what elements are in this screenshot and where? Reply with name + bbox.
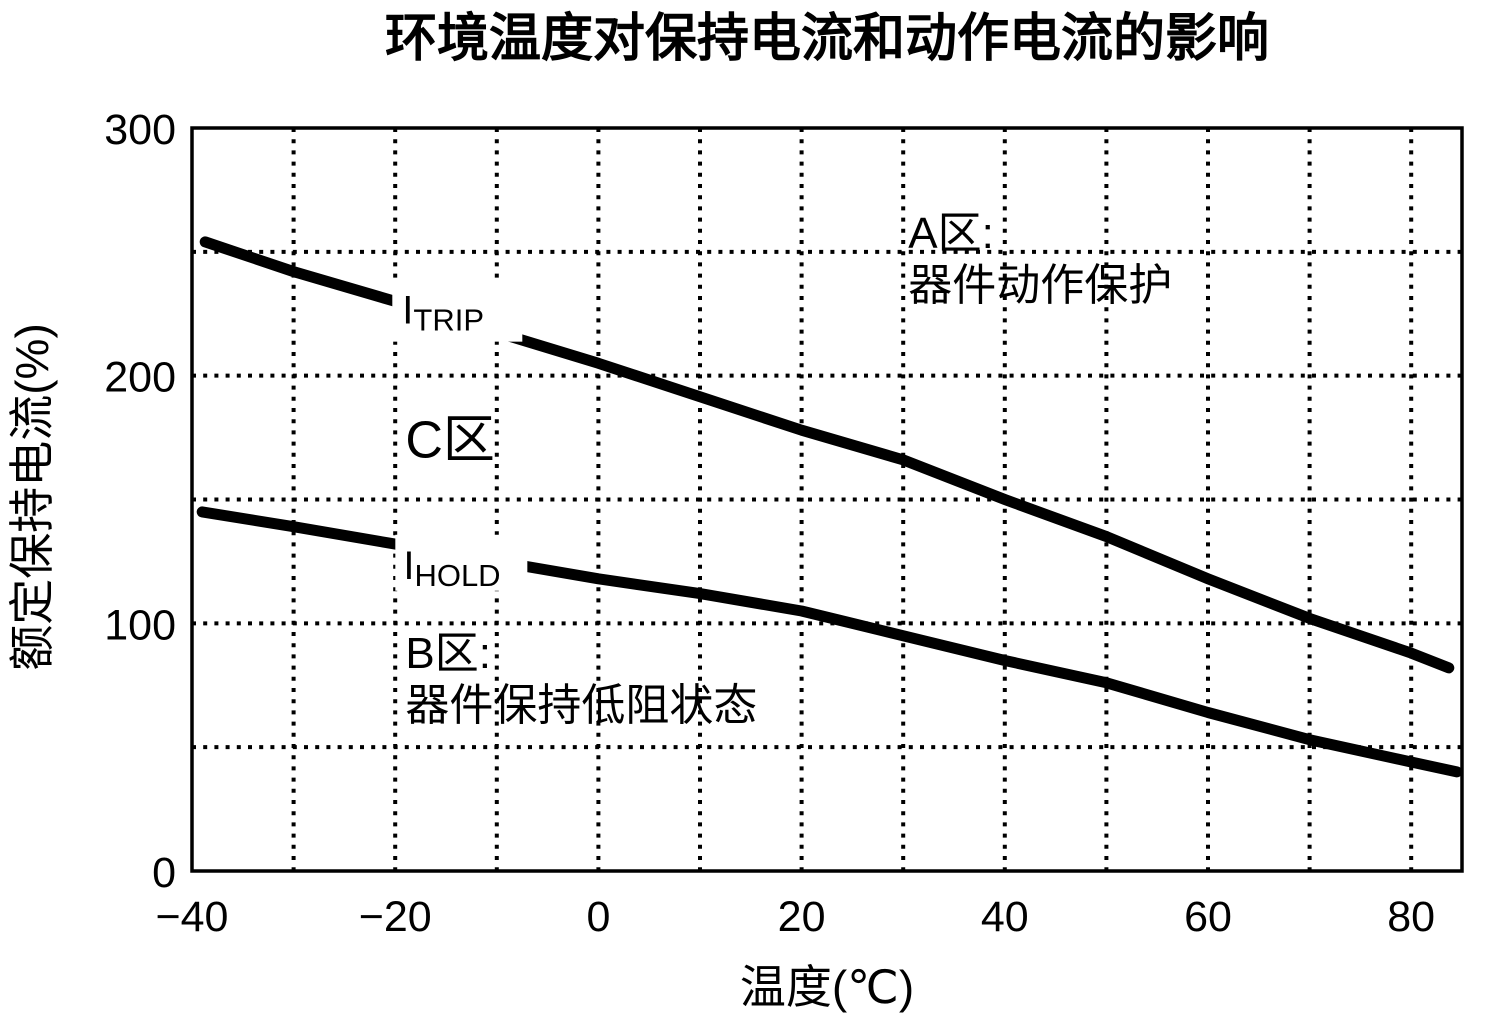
y-tick-label: 0 [152, 849, 176, 897]
curve-i_trip [199, 236, 1455, 674]
y-tick-label: 100 [104, 601, 176, 649]
x-tick-label: −40 [156, 893, 229, 941]
annotation-region-a-line: A区: [908, 209, 994, 258]
series-label-i_hold: IHOLD [395, 534, 528, 593]
annotation-region-a: A区:器件动作保护 [908, 209, 1172, 310]
x-tick-label: 60 [1184, 893, 1232, 941]
y-axis-label: 额定保持电流(%) [6, 323, 58, 671]
x-tick-label: 40 [981, 893, 1029, 941]
annotation-region-b-line: 器件保持低阻状态 [405, 681, 757, 730]
annotation-region-c: C区 [405, 411, 495, 469]
gridlines [192, 128, 1462, 871]
series-label-text: IHOLD [403, 544, 500, 593]
x-tick-label: 0 [586, 893, 610, 941]
x-tick-label: −20 [359, 893, 432, 941]
series-label-text: ITRIP [402, 289, 484, 338]
plot-frame [190, 126, 1464, 873]
chart-title: 环境温度对保持电流和动作电流的影响 [385, 10, 1269, 68]
series-label-mask [395, 534, 528, 591]
x-tick-label: 80 [1387, 893, 1435, 941]
y-tick-label: 200 [104, 354, 176, 402]
annotation-region-c-line: C区 [405, 411, 495, 469]
annotation-region-b: B区:器件保持低阻状态 [405, 629, 757, 730]
x-axis-label: 温度(℃) [740, 961, 914, 1013]
chart-generated-layer: ITRIP IHOLD A区:器件动作保护 C区 B区:器件保持低阻状态 −40 −20 0 2… [104, 106, 1464, 941]
annotation-region-a-line: 器件动作保护 [908, 261, 1172, 310]
curve-i_hold [196, 506, 1463, 778]
x-tick-label: 20 [778, 893, 826, 941]
series-label-mask [392, 281, 523, 342]
y-tick-label: 300 [104, 106, 176, 154]
annotation-region-b-line: B区: [405, 629, 491, 678]
series-label-i_trip: ITRIP [392, 281, 523, 342]
